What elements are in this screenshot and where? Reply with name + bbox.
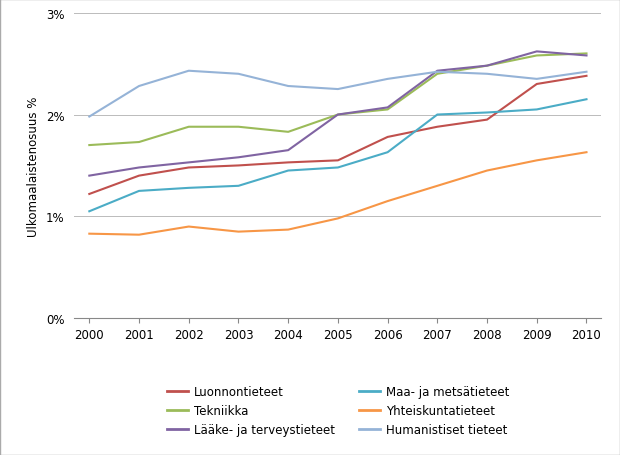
Maa- ja metsätieteet — [533, 107, 541, 113]
Line: Lääke- ja terveystieteet: Lääke- ja terveystieteet — [89, 52, 587, 176]
Tekniikka — [583, 51, 590, 57]
Yhteiskuntatieteet — [334, 216, 342, 222]
Lääke- ja terveystieteet — [484, 64, 491, 69]
Maa- ja metsätieteet — [433, 112, 441, 118]
Yhteiskuntatieteet — [484, 168, 491, 174]
Tekniikka — [185, 125, 192, 130]
Humanistiset tieteet — [384, 77, 391, 82]
Humanistiset tieteet — [135, 84, 143, 90]
Lääke- ja terveystieteet — [583, 54, 590, 59]
Lääke- ja terveystieteet — [135, 165, 143, 171]
Yhteiskuntatieteet — [235, 229, 242, 235]
Maa- ja metsätieteet — [235, 184, 242, 189]
Yhteiskuntatieteet — [533, 158, 541, 164]
Lääke- ja terveystieteet — [533, 50, 541, 55]
Lääke- ja terveystieteet — [285, 148, 292, 153]
Luonnontieteet — [533, 82, 541, 87]
Humanistiset tieteet — [334, 87, 342, 93]
Humanistiset tieteet — [86, 115, 93, 120]
Lääke- ja terveystieteet — [384, 106, 391, 111]
Humanistiset tieteet — [583, 70, 590, 76]
Humanistiset tieteet — [433, 70, 441, 76]
Yhteiskuntatieteet — [135, 233, 143, 238]
Maa- ja metsätieteet — [135, 189, 143, 194]
Maa- ja metsätieteet — [384, 150, 391, 156]
Yhteiskuntatieteet — [185, 224, 192, 230]
Line: Yhteiskuntatieteet: Yhteiskuntatieteet — [89, 153, 587, 235]
Line: Humanistiset tieteet: Humanistiset tieteet — [89, 71, 587, 117]
Humanistiset tieteet — [235, 72, 242, 77]
Maa- ja metsätieteet — [285, 168, 292, 174]
Tekniikka — [86, 143, 93, 148]
Yhteiskuntatieteet — [433, 184, 441, 189]
Tekniikka — [533, 54, 541, 59]
Humanistiset tieteet — [533, 77, 541, 82]
Lääke- ja terveystieteet — [185, 160, 192, 166]
Line: Tekniikka: Tekniikka — [89, 54, 587, 146]
Luonnontieteet — [334, 158, 342, 164]
Tekniikka — [135, 140, 143, 146]
Lääke- ja terveystieteet — [334, 112, 342, 118]
Tekniikka — [334, 112, 342, 118]
Lääke- ja terveystieteet — [433, 69, 441, 74]
Luonnontieteet — [433, 125, 441, 130]
Maa- ja metsätieteet — [583, 97, 590, 103]
Humanistiset tieteet — [484, 72, 491, 77]
Line: Luonnontieteet: Luonnontieteet — [89, 76, 587, 195]
Luonnontieteet — [583, 74, 590, 79]
Tekniikka — [433, 72, 441, 77]
Humanistiset tieteet — [185, 69, 192, 74]
Luonnontieteet — [384, 135, 391, 140]
Maa- ja metsätieteet — [334, 165, 342, 171]
Lääke- ja terveystieteet — [86, 173, 93, 179]
Maa- ja metsätieteet — [484, 111, 491, 116]
Luonnontieteet — [185, 165, 192, 171]
Luonnontieteet — [484, 117, 491, 123]
Yhteiskuntatieteet — [86, 232, 93, 237]
Tekniikka — [384, 107, 391, 113]
Luonnontieteet — [235, 163, 242, 169]
Line: Maa- ja metsätieteet: Maa- ja metsätieteet — [89, 100, 587, 212]
Maa- ja metsätieteet — [185, 186, 192, 191]
Yhteiskuntatieteet — [583, 150, 590, 156]
Tekniikka — [235, 125, 242, 130]
Tekniikka — [484, 64, 491, 69]
Luonnontieteet — [135, 173, 143, 179]
Luonnontieteet — [86, 192, 93, 197]
Yhteiskuntatieteet — [384, 199, 391, 204]
Tekniikka — [285, 130, 292, 135]
Y-axis label: Ulkomaalaistenosuus %: Ulkomaalaistenosuus % — [27, 96, 40, 236]
Legend: Luonnontieteet, Tekniikka, Lääke- ja terveystieteet, Maa- ja metsätieteet, Yhtei: Luonnontieteet, Tekniikka, Lääke- ja ter… — [167, 385, 509, 436]
Yhteiskuntatieteet — [285, 228, 292, 233]
Maa- ja metsätieteet — [86, 209, 93, 214]
Humanistiset tieteet — [285, 84, 292, 90]
Luonnontieteet — [285, 160, 292, 166]
Lääke- ja terveystieteet — [235, 155, 242, 161]
